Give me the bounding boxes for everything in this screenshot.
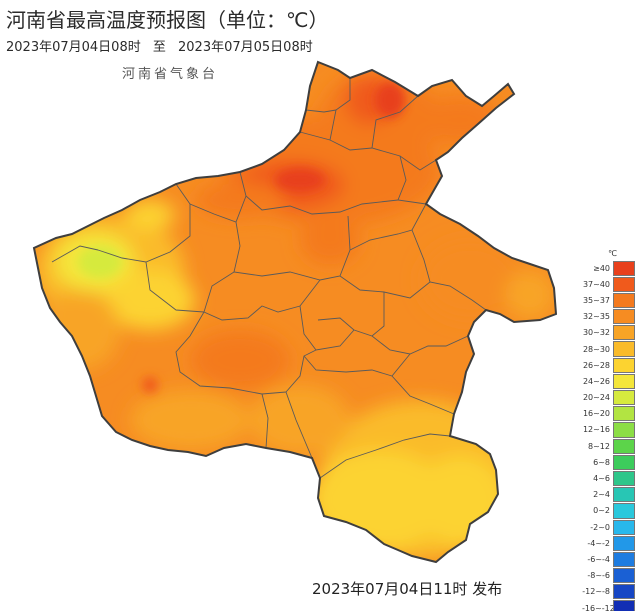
legend-item-label: 32~35 — [582, 312, 610, 322]
legend-item-swatch — [613, 454, 635, 470]
legend-item: -2~0 — [582, 519, 638, 535]
issue-time: 2023年07月04日11时 发布 — [312, 580, 503, 598]
forecast-period: 2023年07月04日08时 至 2023年07月05日08时 — [6, 36, 321, 55]
legend-item-label: -4~-2 — [587, 538, 610, 548]
legend-item: -16~-12 — [582, 600, 638, 611]
legend-item-swatch — [613, 325, 635, 341]
legend-item-swatch — [613, 341, 635, 357]
legend-item-swatch — [613, 584, 635, 600]
legend-item-swatch — [613, 600, 635, 611]
legend-item-swatch — [613, 470, 635, 487]
city-boundaries — [51, 78, 487, 479]
legend-item-swatch — [613, 535, 635, 551]
legend-item: 6~8 — [582, 454, 638, 470]
legend-item: -6~-4 — [582, 551, 638, 568]
legend-unit: ℃ — [608, 249, 617, 258]
legend-item-label: 20~24 — [582, 393, 610, 403]
legend-item-swatch — [613, 373, 635, 389]
legend-item-swatch — [613, 276, 635, 292]
temperature-legend: ℃ ≥40 37~40 35~37 32~35 30~32 28~30 26~28 24~26… — [582, 247, 638, 611]
legend-item-swatch — [613, 487, 635, 503]
legend-item-swatch — [613, 357, 635, 373]
legend-item: -4~-2 — [582, 535, 638, 551]
period-start: 2023年07月04日08时 — [6, 40, 141, 55]
legend-item-label: 2~4 — [593, 490, 610, 500]
legend-item-label: -6~-4 — [587, 554, 610, 564]
legend-item-swatch — [613, 260, 635, 276]
legend-item: 32~35 — [582, 309, 638, 325]
legend-item: 20~24 — [582, 390, 638, 406]
legend-item-label: 24~26 — [582, 376, 610, 386]
period-end: 2023年07月05日08时 — [178, 40, 313, 55]
legend-item-label: 35~37 — [582, 295, 610, 305]
legend-item-swatch — [613, 438, 635, 454]
legend-item-swatch — [613, 406, 635, 422]
legend-item: 8~12 — [582, 438, 638, 454]
legend-item-swatch — [613, 568, 635, 584]
legend-item: 2~4 — [582, 487, 638, 503]
legend-item-label: ≥40 — [593, 263, 610, 273]
legend-item: 28~30 — [582, 341, 638, 357]
legend-item: -12~-8 — [582, 584, 638, 600]
legend-item-swatch — [613, 292, 635, 309]
province-outline — [32, 60, 558, 564]
legend-item-label: -8~-6 — [587, 571, 610, 581]
legend-item: 12~16 — [582, 422, 638, 438]
period-connector: 至 — [152, 40, 166, 55]
legend-item: ≥40 — [582, 260, 638, 276]
legend-item-label: 8~12 — [588, 441, 610, 451]
legend-item: -8~-6 — [582, 568, 638, 584]
legend-item-swatch — [613, 503, 635, 519]
agency-name: 河南省气象台 — [122, 67, 219, 82]
legend-item: 35~37 — [582, 292, 638, 309]
legend-item-label: 30~32 — [582, 328, 610, 338]
legend-item-label: -16~-12 — [582, 603, 615, 611]
legend-item-label: -12~-8 — [582, 587, 610, 597]
legend-item: 0~2 — [582, 503, 638, 519]
legend-item-label: 6~8 — [593, 457, 610, 467]
map-title: 河南省最高温度预报图（单位：℃） — [6, 8, 329, 32]
legend-item-label: -2~0 — [590, 522, 610, 532]
legend-item-swatch — [613, 551, 635, 568]
legend-item-swatch — [613, 422, 635, 438]
legend-item-label: 16~20 — [582, 409, 610, 419]
legend-item: 37~40 — [582, 276, 638, 292]
legend-item-swatch — [613, 519, 635, 535]
legend-item-label: 4~6 — [593, 474, 610, 484]
legend-item: 4~6 — [582, 470, 638, 487]
legend-item: 26~28 — [582, 357, 638, 373]
legend-item-label: 12~16 — [582, 425, 610, 435]
legend-item: 16~20 — [582, 406, 638, 422]
legend-item-swatch — [613, 309, 635, 325]
legend-item-label: 26~28 — [582, 360, 610, 370]
legend-item-label: 0~2 — [593, 506, 610, 516]
legend-item-label: 28~30 — [582, 344, 610, 354]
legend-item-swatch — [613, 390, 635, 406]
legend-item: 24~26 — [582, 373, 638, 389]
legend-item: 30~32 — [582, 325, 638, 341]
legend-item-label: 37~40 — [582, 279, 610, 289]
legend-rows: ≥40 37~40 35~37 32~35 30~32 28~30 26~28 24~26 20… — [582, 260, 638, 611]
